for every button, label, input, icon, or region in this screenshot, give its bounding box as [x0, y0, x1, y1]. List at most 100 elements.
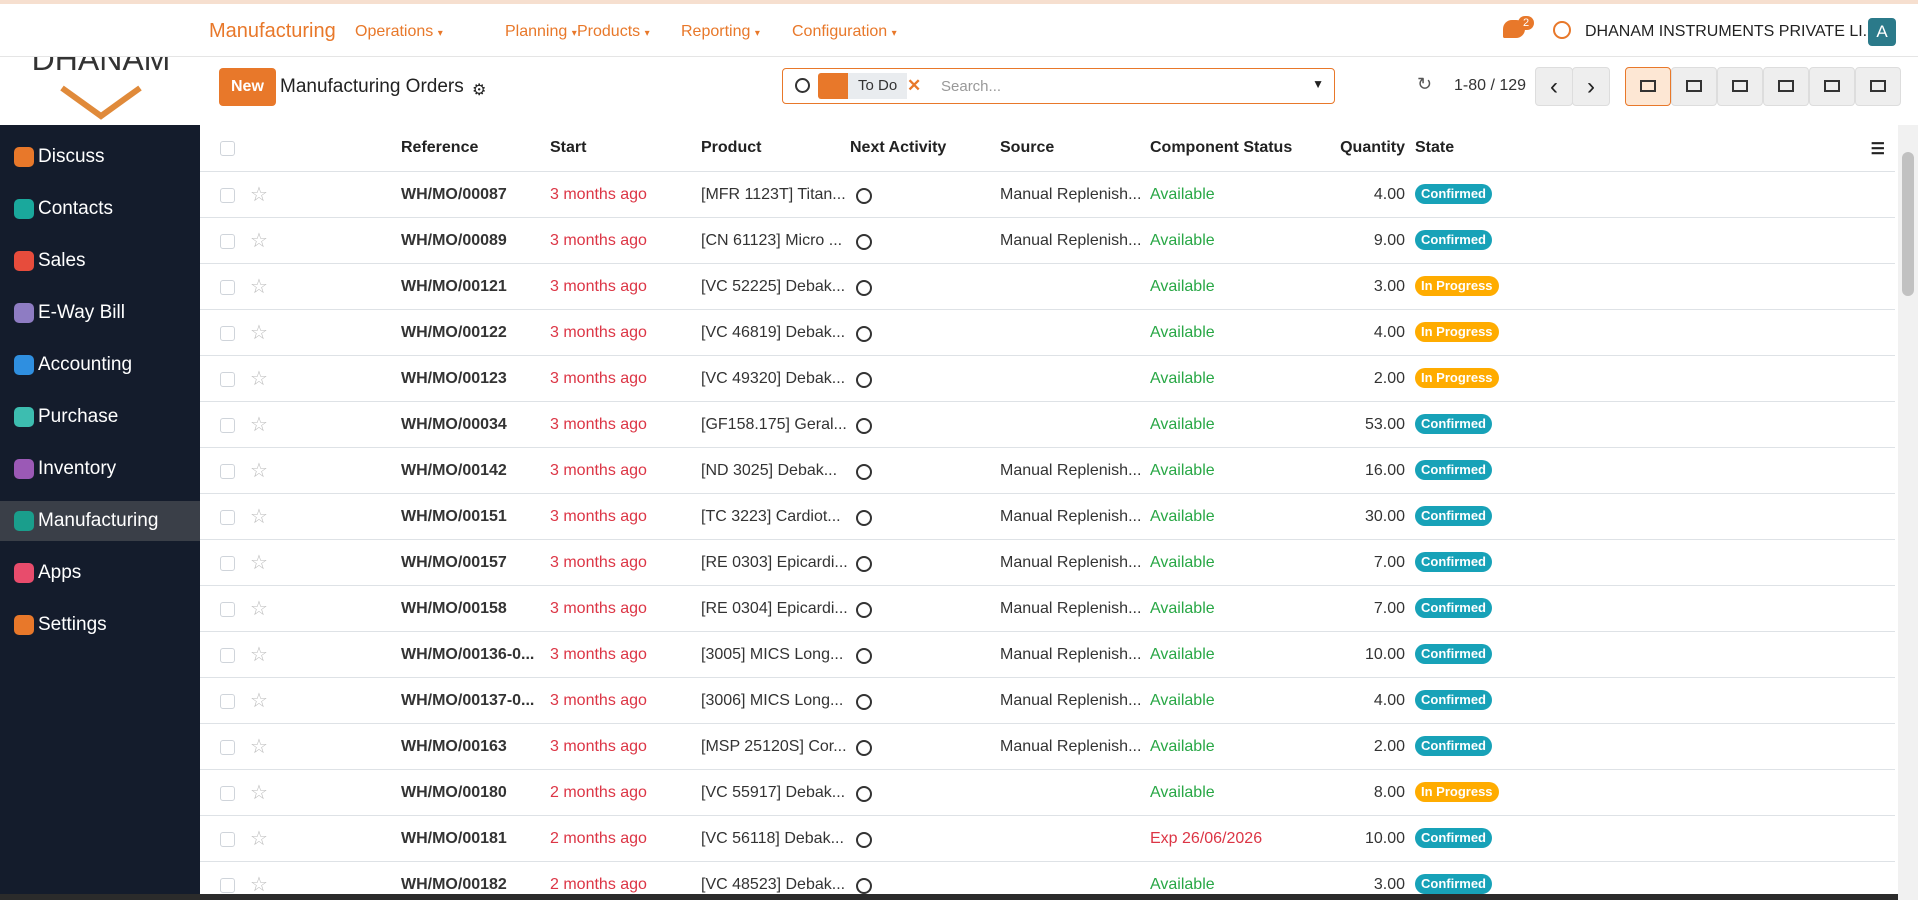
pager-button[interactable]: › [1572, 67, 1610, 106]
table-row[interactable]: ☆ WH/MO/00158 3 months ago [RE 0304] Epicar… [200, 585, 1895, 632]
favorite-star[interactable]: ☆ [250, 782, 268, 804]
favorite-star[interactable]: ☆ [250, 460, 268, 482]
column-header[interactable]: State [1415, 139, 1455, 156]
row-checkbox[interactable] [220, 602, 235, 617]
search-box[interactable]: To Do ✕ Search... ▼ [782, 68, 1335, 104]
column-header[interactable]: Product [701, 139, 762, 156]
table-row[interactable]: ☆ WH/MO/00123 3 months ago [VC 49320] Debak… [200, 355, 1895, 402]
table-row[interactable]: ☆ WH/MO/00087 3 months ago [MFR 1123T] Tita… [200, 171, 1895, 218]
table-row[interactable]: ☆ WH/MO/00089 3 months ago [CN 61123] Micro… [200, 217, 1895, 264]
row-checkbox[interactable] [220, 280, 235, 295]
sidebar-item[interactable]: Accounting [14, 345, 132, 385]
favorite-star[interactable]: ☆ [250, 184, 268, 206]
search-dropdown[interactable]: ▼ [1312, 77, 1324, 91]
sidebar-item[interactable]: Discuss [14, 137, 105, 177]
view-switch[interactable] [1717, 67, 1763, 106]
row-checkbox[interactable] [220, 326, 235, 341]
table-row[interactable]: ☆ WH/MO/00151 3 months ago [TC 3223] Cardio… [200, 493, 1895, 540]
table-row[interactable]: ☆ WH/MO/00122 3 months ago [VC 46819] Debak… [200, 309, 1895, 356]
avatar[interactable]: A [1868, 18, 1896, 46]
activity-icon[interactable] [856, 648, 872, 664]
favorite-star[interactable]: ☆ [250, 276, 268, 298]
sidebar-item[interactable]: Contacts [14, 189, 113, 229]
favorite-star[interactable]: ☆ [250, 736, 268, 758]
activity-icon[interactable] [856, 372, 872, 388]
select-all[interactable] [220, 141, 235, 156]
favorite-star[interactable]: ☆ [250, 552, 268, 574]
view-switch[interactable] [1671, 67, 1717, 106]
row-checkbox[interactable] [220, 648, 235, 663]
activity-icon[interactable] [856, 740, 872, 756]
activity-icon[interactable] [1553, 21, 1571, 39]
table-row[interactable]: ☆ WH/MO/00034 3 months ago [GF158.175] Gera… [200, 401, 1895, 448]
favorite-star[interactable]: ☆ [250, 322, 268, 344]
view-switch[interactable] [1763, 67, 1809, 106]
column-header[interactable]: Reference [401, 139, 479, 156]
optional-columns[interactable]: ☰ [1870, 141, 1885, 158]
company-name[interactable]: DHANAM INSTRUMENTS PRIVATE LI... [1585, 23, 1876, 40]
table-row[interactable]: ☆ WH/MO/00180 2 months ago [VC 55917] Debak… [200, 769, 1895, 816]
activity-icon[interactable] [856, 280, 872, 296]
menu-item[interactable]: Reporting ▾ [681, 23, 760, 40]
app-name[interactable]: Manufacturing [209, 20, 336, 42]
favorite-star[interactable]: ☆ [250, 368, 268, 390]
sidebar-item[interactable]: Manufacturing [0, 501, 200, 541]
menu-item[interactable]: Products ▾ [577, 23, 650, 40]
table-row[interactable]: ☆ WH/MO/00142 3 months ago [ND 3025] Debak.… [200, 447, 1895, 494]
activity-icon[interactable] [856, 602, 872, 618]
pager-button[interactable]: ‹ [1535, 67, 1573, 106]
table-row[interactable]: ☆ WH/MO/00121 3 months ago [VC 52225] Debak… [200, 263, 1895, 310]
row-checkbox[interactable] [220, 372, 235, 387]
row-checkbox[interactable] [220, 786, 235, 801]
favorite-star[interactable]: ☆ [250, 598, 268, 620]
settings-gear[interactable]: ⚙ [472, 82, 487, 99]
reload[interactable]: ↻ [1417, 74, 1433, 94]
row-checkbox[interactable] [220, 878, 235, 893]
row-checkbox[interactable] [220, 832, 235, 847]
activity-icon[interactable] [856, 188, 872, 204]
view-switch[interactable] [1809, 67, 1855, 106]
favorite-star[interactable]: ☆ [250, 644, 268, 666]
favorite-star[interactable]: ☆ [250, 506, 268, 528]
table-row[interactable]: ☆ WH/MO/00181 2 months ago [VC 56118] Debak… [200, 815, 1895, 862]
activity-icon[interactable] [856, 326, 872, 342]
scroll-thumb[interactable] [1902, 152, 1914, 296]
activity-icon[interactable] [856, 832, 872, 848]
menu-item[interactable]: Configuration ▾ [792, 23, 897, 40]
activity-icon[interactable] [856, 418, 872, 434]
column-header[interactable]: Quantity [1340, 139, 1405, 156]
row-checkbox[interactable] [220, 556, 235, 571]
sidebar-item[interactable]: E-Way Bill [14, 293, 125, 333]
row-checkbox[interactable] [220, 740, 235, 755]
sidebar-item[interactable]: Apps [14, 553, 81, 593]
row-checkbox[interactable] [220, 510, 235, 525]
row-checkbox[interactable] [220, 234, 235, 249]
new-button[interactable]: New [219, 68, 276, 106]
favorite-star[interactable]: ☆ [250, 828, 268, 850]
favorite-star[interactable]: ☆ [250, 874, 268, 896]
row-checkbox[interactable] [220, 694, 235, 709]
table-row[interactable]: ☆ WH/MO/00182 2 months ago [VC 48523] Debak… [200, 861, 1895, 900]
activity-icon[interactable] [856, 878, 872, 894]
sidebar-item[interactable]: Purchase [14, 397, 118, 437]
view-switch[interactable] [1855, 67, 1901, 106]
facet-remove[interactable]: ✕ [907, 76, 922, 95]
sidebar-item[interactable]: Settings [14, 605, 107, 645]
row-checkbox[interactable] [220, 464, 235, 479]
activity-icon[interactable] [856, 234, 872, 250]
activity-icon[interactable] [856, 510, 872, 526]
table-row[interactable]: ☆ WH/MO/00163 3 months ago [MSP 25120S] Cor… [200, 723, 1895, 770]
activity-icon[interactable] [856, 786, 872, 802]
column-header[interactable]: Start [550, 139, 587, 156]
favorite-star[interactable]: ☆ [250, 690, 268, 712]
favorite-star[interactable]: ☆ [250, 414, 268, 436]
row-checkbox[interactable] [220, 418, 235, 433]
search-input[interactable]: Search... [941, 78, 1002, 95]
column-header[interactable]: Source [1000, 139, 1055, 156]
table-row[interactable]: ☆ WH/MO/00137-0... 3 months ago [3006] MICS… [200, 677, 1895, 724]
row-checkbox[interactable] [220, 188, 235, 203]
sidebar-item[interactable]: Sales [14, 241, 86, 281]
activity-icon[interactable] [856, 464, 872, 480]
view-switch[interactable] [1625, 67, 1671, 106]
sidebar-item[interactable]: Inventory [14, 449, 116, 489]
